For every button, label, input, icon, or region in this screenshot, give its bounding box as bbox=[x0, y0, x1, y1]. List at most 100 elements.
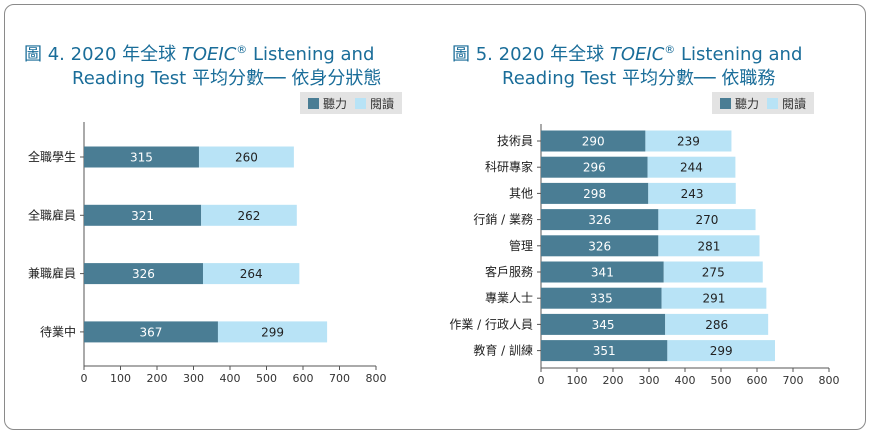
category-label: 科研專家 bbox=[485, 159, 533, 174]
legend-swatch-listening bbox=[720, 97, 731, 109]
bar-reading bbox=[663, 261, 763, 283]
x-tick-label: 0 bbox=[538, 374, 545, 387]
data-label: 244 bbox=[680, 161, 703, 175]
data-label: 243 bbox=[681, 187, 704, 201]
x-tick-label: 200 bbox=[147, 372, 168, 385]
bar-listening bbox=[541, 235, 659, 257]
legend-label-listening: 聽力 bbox=[735, 96, 760, 111]
x-tick-label: 300 bbox=[639, 374, 660, 387]
x-tick-label: 400 bbox=[220, 372, 241, 385]
category-label: 專業人士 bbox=[485, 291, 533, 305]
bar-listening bbox=[541, 313, 666, 335]
legend-swatch-listening bbox=[308, 97, 319, 109]
data-label: 299 bbox=[710, 344, 733, 358]
title-brand: TOEIC bbox=[609, 44, 665, 65]
category-label: 其他 bbox=[509, 186, 533, 200]
x-tick-label: 0 bbox=[81, 372, 88, 385]
bar-listening bbox=[541, 209, 659, 231]
data-label: 290 bbox=[582, 135, 605, 149]
data-label: 296 bbox=[583, 161, 606, 175]
data-label: 262 bbox=[238, 209, 261, 223]
bar-reading bbox=[647, 156, 736, 178]
title-prefix: 圖 5. 2020 年全球 bbox=[452, 44, 610, 65]
data-label: 341 bbox=[591, 266, 614, 280]
bar-chart-1: 0 100 200 300 400 500 600 700 800 全職學生 315 260 全職雇員 3… bbox=[28, 122, 387, 385]
legend-swatch-reading bbox=[767, 97, 779, 109]
bar-listening bbox=[541, 182, 649, 204]
title-rest: Listening and bbox=[675, 44, 803, 65]
title-brand: TOEIC bbox=[181, 44, 237, 65]
data-label: 260 bbox=[235, 151, 258, 165]
bar-listening bbox=[541, 261, 664, 283]
x-tick-label: 600 bbox=[747, 374, 768, 387]
title-rest: Listening and bbox=[247, 44, 375, 65]
data-label: 281 bbox=[697, 239, 720, 253]
x-tick-label: 800 bbox=[819, 374, 840, 387]
data-label: 345 bbox=[592, 318, 615, 332]
bar-reading bbox=[667, 340, 775, 362]
bar-reading bbox=[658, 209, 756, 231]
bar-reading bbox=[665, 313, 769, 335]
x-tick-label: 100 bbox=[110, 372, 131, 385]
category-label: 全職學生 bbox=[28, 149, 76, 164]
category-label: 客戶服務 bbox=[485, 264, 533, 279]
legend-label-reading: 閱讀 bbox=[782, 96, 807, 111]
category-label: 管理 bbox=[509, 238, 533, 253]
data-label: 326 bbox=[132, 267, 155, 281]
data-label: 298 bbox=[583, 187, 606, 201]
bar-reading bbox=[198, 146, 294, 168]
x-tick-label: 700 bbox=[329, 372, 350, 385]
data-label: 239 bbox=[677, 135, 700, 149]
title-registered-mark: ® bbox=[236, 43, 248, 56]
chart-title-1: 圖 4. 2020 年全球 TOEIC® Listening and Readi… bbox=[24, 38, 381, 91]
data-label: 315 bbox=[130, 151, 153, 165]
bar-reading bbox=[202, 263, 300, 285]
x-tick-label: 800 bbox=[366, 372, 387, 385]
data-label: 351 bbox=[593, 344, 616, 358]
chart-panel-2: 圖 5. 2020 年全球 TOEIC® Listening and Readi… bbox=[436, 0, 872, 435]
x-tick-label: 400 bbox=[675, 374, 696, 387]
title-prefix: 圖 4. 2020 年全球 bbox=[24, 44, 182, 65]
category-label: 技術員 bbox=[497, 134, 533, 148]
category-label: 作業 / 行政人員 bbox=[449, 317, 533, 331]
x-tick-label: 100 bbox=[567, 374, 588, 387]
bar-chart-2: 0 100 200 300 400 500 600 700 800 技術員 290 239 科研專家 29… bbox=[449, 124, 840, 387]
x-tick-label: 600 bbox=[293, 372, 314, 385]
title-registered-mark: ® bbox=[664, 43, 676, 56]
x-tick-label: 500 bbox=[711, 374, 732, 387]
data-label: 321 bbox=[131, 209, 154, 223]
chart-panel-1: 圖 4. 2020 年全球 TOEIC® Listening and Readi… bbox=[24, 38, 403, 385]
category-label: 行銷 / 業務 bbox=[473, 212, 533, 227]
legend-item-reading: 閱讀 bbox=[355, 95, 394, 112]
legend-swatch-reading bbox=[355, 97, 367, 109]
x-tick-label: 700 bbox=[783, 374, 804, 387]
title-line2: Reading Test 平均分數── 依職務 bbox=[502, 68, 776, 89]
x-tick-label: 500 bbox=[256, 372, 277, 385]
bar-reading bbox=[201, 204, 297, 226]
legend-1: 聽力 閱讀 bbox=[300, 92, 403, 114]
data-label: 275 bbox=[702, 266, 725, 280]
x-tick-label: 200 bbox=[603, 374, 624, 387]
data-label: 326 bbox=[588, 239, 611, 253]
bar-reading bbox=[648, 182, 736, 204]
category-label: 全職雇員 bbox=[28, 207, 76, 222]
category-label: 待業中 bbox=[40, 324, 76, 339]
legend-item-reading: 閱讀 bbox=[767, 95, 806, 112]
chart-title-2: 圖 5. 2020 年全球 TOEIC® Listening and Readi… bbox=[452, 38, 802, 91]
data-label: 299 bbox=[261, 325, 284, 339]
bar-listening bbox=[84, 263, 203, 285]
legend-label-listening: 聽力 bbox=[323, 96, 348, 111]
data-label: 326 bbox=[588, 213, 611, 227]
title-line2: Reading Test 平均分數── 依身分狀態 bbox=[72, 68, 382, 89]
data-label: 264 bbox=[240, 267, 263, 281]
bar-reading bbox=[661, 287, 767, 309]
bar-listening bbox=[84, 204, 202, 226]
data-label: 286 bbox=[705, 318, 728, 332]
bar-listening bbox=[541, 156, 648, 178]
bar-listening bbox=[84, 321, 218, 343]
data-label: 291 bbox=[703, 292, 726, 306]
data-label: 270 bbox=[696, 213, 719, 227]
legend-2: 聽力 閱讀 bbox=[712, 92, 815, 114]
category-label: 兼職雇員 bbox=[28, 266, 76, 281]
bar-listening bbox=[541, 340, 668, 362]
